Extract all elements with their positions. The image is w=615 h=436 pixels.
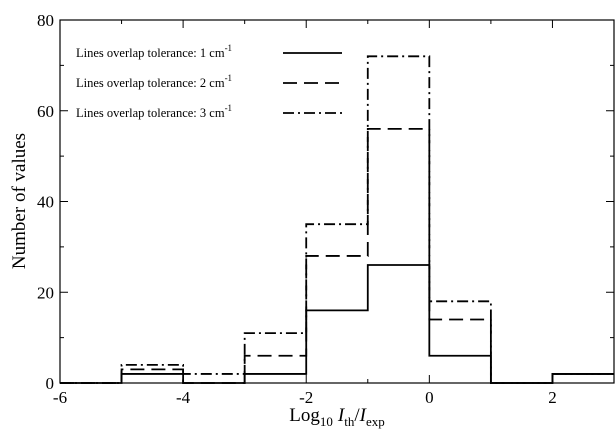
x-axis-title-sep: / <box>354 405 360 426</box>
y-tick-label: 0 <box>46 374 55 393</box>
x-tick-label: 2 <box>548 388 557 407</box>
histogram-series-2 <box>60 128 614 384</box>
y-tick-label: 80 <box>37 11 54 30</box>
x-axis-title-base: Log <box>289 405 320 426</box>
histogram-series <box>60 55 614 384</box>
x-axis-title-den-sub: exp <box>366 414 385 429</box>
x-tick-label: -2 <box>299 388 313 407</box>
y-tick-label: 20 <box>37 283 54 302</box>
x-axis-title: Log10 Ith/Iexp <box>289 405 384 429</box>
legend-label: Lines overlap tolerance: 2 cm-1 <box>76 73 232 90</box>
histogram-series-3 <box>60 55 614 384</box>
legend: Lines overlap tolerance: 1 cm-1 Lines ove… <box>76 43 342 120</box>
histogram-series-1 <box>60 264 614 384</box>
x-axis-title-base-sub: 10 <box>320 414 333 429</box>
x-axis-title-num-sub: th <box>344 414 355 429</box>
legend-label: Lines overlap tolerance: 1 cm-1 <box>76 43 232 60</box>
axis-ticks <box>59 19 615 384</box>
x-axis-title-num: I <box>337 405 346 426</box>
plot-frame <box>59 19 615 384</box>
x-tick-label: 0 <box>425 388 434 407</box>
y-axis-title: Number of values <box>9 133 30 269</box>
y-tick-label: 60 <box>37 102 54 121</box>
legend-label: Lines overlap tolerance: 3 cm-1 <box>76 103 232 120</box>
x-tick-label: -6 <box>53 388 67 407</box>
y-tick-label: 40 <box>37 193 54 212</box>
x-tick-label: -4 <box>176 388 191 407</box>
x-axis-title-den: I <box>359 405 368 426</box>
